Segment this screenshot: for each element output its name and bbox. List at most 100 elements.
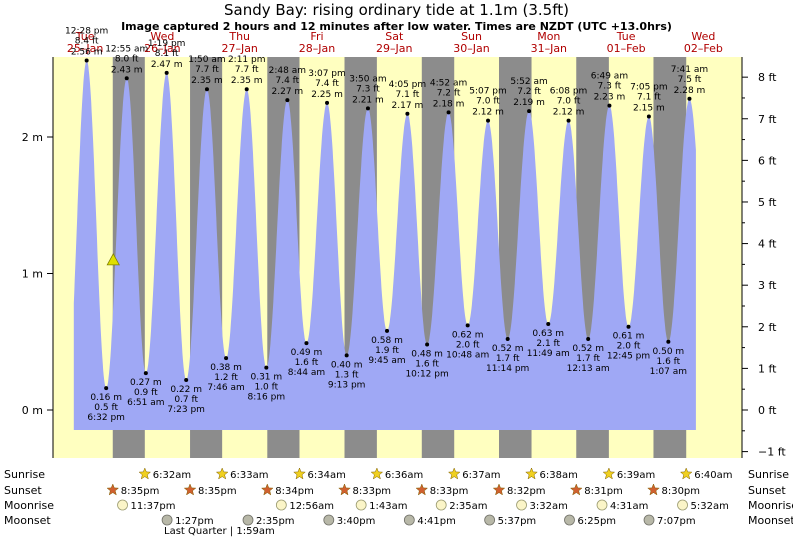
low-tide-meters: 0.49 m	[291, 348, 323, 358]
tide-point	[505, 337, 510, 342]
tide-point	[344, 353, 349, 358]
low-tide-time: 6:32 pm	[87, 413, 125, 423]
tide-point	[446, 110, 451, 115]
moonset-time: 6:25pm	[577, 516, 616, 527]
tide-point	[465, 323, 470, 328]
moonrise-time: 5:32am	[691, 501, 729, 512]
high-tide-feet: 7.1 ft	[637, 93, 661, 103]
high-tide-time: 6:49 am	[591, 72, 628, 82]
high-tide-feet: 7.4 ft	[275, 76, 299, 86]
tide-point	[527, 109, 532, 114]
high-tide-time: 3:50 am	[349, 74, 386, 84]
high-tide-time: 7:05 pm	[630, 83, 668, 93]
day-date: 01–Feb	[607, 42, 646, 55]
low-tide-meters: 0.61 m	[613, 332, 645, 342]
sunset-icon	[492, 483, 506, 496]
sunrise-time: 6:38am	[540, 470, 578, 481]
low-tide-time: 12:13 am	[567, 364, 610, 374]
tide-point	[687, 96, 692, 101]
high-tide-meters: 2.17 m	[392, 101, 424, 111]
high-tide-feet: 7.3 ft	[356, 84, 380, 94]
tide-point	[244, 87, 249, 92]
sunrise-icon	[370, 467, 384, 480]
row-label-left: Moonrise	[4, 499, 54, 512]
low-tide-feet: 0.7 ft	[174, 395, 198, 405]
tide-point	[285, 98, 290, 103]
high-tide-time: 7:41 am	[671, 65, 708, 75]
row-label-left: Sunset	[4, 484, 42, 497]
chart-title: Sandy Bay: rising ordinary tide at 1.1m …	[224, 1, 569, 19]
low-tide-time: 11:49 am	[527, 349, 570, 359]
left-axis-label: 2 m	[22, 131, 43, 144]
low-tide-time: 11:14 pm	[486, 364, 529, 374]
high-tide-meters: 2.25 m	[311, 90, 343, 100]
sunrise-time: 6:34am	[307, 470, 345, 481]
right-axis-label: 3 ft	[758, 279, 777, 292]
low-tide-time: 8:16 pm	[248, 393, 286, 403]
low-tide-feet: 0.9 ft	[134, 388, 158, 398]
right-axis-label: −1 ft	[758, 446, 786, 459]
moonrise-time: 4:31am	[610, 501, 648, 512]
sunrise-time: 6:40am	[694, 470, 732, 481]
tide-point	[104, 386, 109, 391]
sunset-icon	[569, 483, 583, 496]
moonrise-icon	[435, 499, 447, 511]
high-tide-meters: 2.18 m	[433, 99, 465, 109]
tide-point	[84, 58, 89, 63]
high-tide-feet: 7.2 ft	[517, 87, 541, 97]
right-axis-label: 2 ft	[758, 321, 777, 334]
tide-point	[586, 337, 591, 342]
low-tide-feet: 1.7 ft	[576, 354, 600, 364]
moonrise-icon	[516, 499, 527, 511]
sunrise-time: 6:37am	[462, 470, 500, 481]
day-name: Sat	[385, 30, 404, 43]
sunset-time: 8:33pm	[430, 486, 469, 497]
low-tide-meters: 0.52 m	[572, 344, 604, 354]
high-tide-feet: 8.1 ft	[155, 49, 179, 59]
moonrise-time: 11:37pm	[131, 501, 176, 512]
sunset-icon	[183, 483, 197, 496]
tide-point	[566, 118, 571, 123]
moonset-icon	[564, 514, 575, 526]
high-tide-time: 4:05 pm	[389, 80, 427, 90]
sunrise-icon	[215, 467, 229, 480]
right-axis-label: 4 ft	[758, 238, 777, 251]
moonset-icon	[242, 514, 254, 526]
day-name: Thu	[228, 30, 250, 43]
low-tide-feet: 1.0 ft	[254, 383, 278, 393]
moonset-time: 4:41pm	[417, 516, 456, 527]
low-tide-feet: 1.6 ft	[295, 358, 319, 368]
right-axis-label: 6 ft	[758, 154, 777, 167]
sunrise-icon	[525, 467, 538, 480]
tide-point	[546, 322, 551, 327]
moonset-icon	[323, 514, 335, 526]
tide-point	[224, 356, 229, 361]
sunset-time: 8:34pm	[275, 486, 314, 497]
day-name: Tue	[616, 30, 636, 43]
row-label-right: Sunset	[748, 484, 786, 497]
low-tide-meters: 0.58 m	[371, 336, 403, 346]
high-tide-time: 5:07 pm	[469, 87, 507, 97]
sunset-time: 8:31pm	[584, 486, 623, 497]
tide-area	[73, 60, 696, 430]
right-axis-label: 0 ft	[758, 404, 777, 417]
sunrise-icon	[293, 467, 306, 480]
high-tide-feet: 7.5 ft	[678, 75, 702, 85]
low-tide-meters: 0.40 m	[331, 360, 363, 370]
low-tide-time: 10:12 pm	[405, 369, 448, 379]
high-tide-feet: 7.0 ft	[476, 97, 500, 107]
sunset-icon	[647, 483, 660, 496]
sunrise-time: 6:33am	[230, 470, 268, 481]
low-tide-time: 9:45 am	[368, 356, 405, 366]
sunrise-icon	[447, 467, 461, 480]
moonset-icon	[643, 514, 655, 526]
tide-point	[365, 106, 370, 111]
tide-point	[264, 365, 269, 370]
low-tide-meters: 0.52 m	[492, 344, 524, 354]
low-tide-meters: 0.31 m	[250, 373, 282, 383]
high-tide-time: 2:11 pm	[228, 55, 266, 65]
high-tide-time: 12:28 pm	[65, 27, 108, 37]
high-tide-meters: 2.35 m	[191, 76, 223, 86]
low-tide-feet: 0.5 ft	[94, 403, 118, 413]
right-axis-label: 5 ft	[758, 196, 777, 209]
